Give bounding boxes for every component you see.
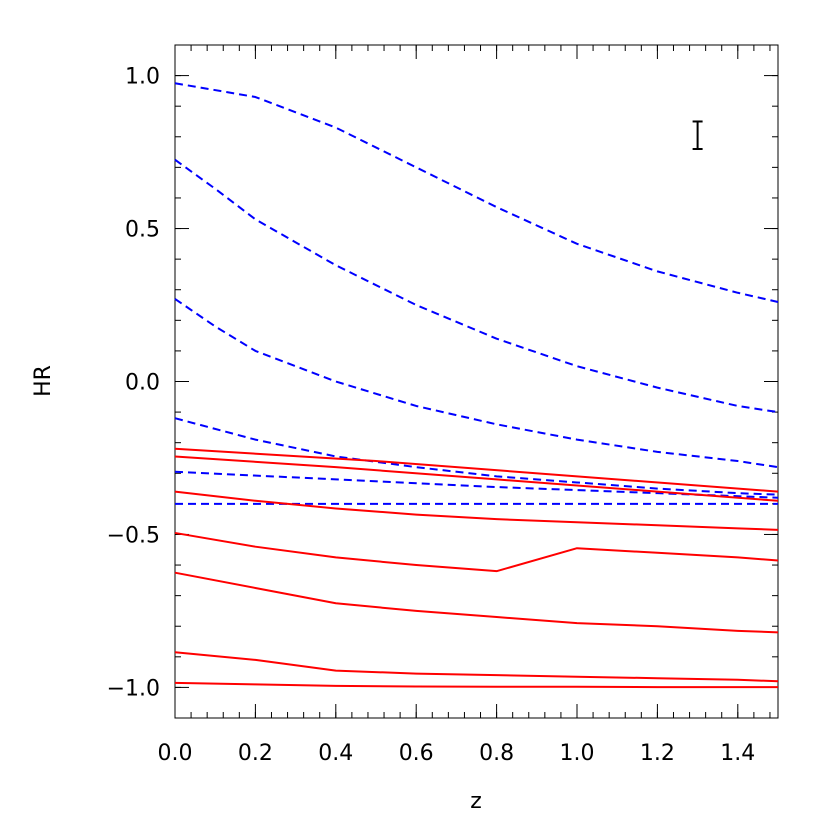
solid-series-line [174, 651, 779, 683]
y-tick-label: 0.0 [125, 371, 160, 396]
x-tick-label: 0.0 [158, 741, 193, 766]
solid-series-line [174, 571, 779, 634]
solid-series-line [174, 455, 779, 502]
x-tick-label: 1.4 [720, 741, 755, 766]
solid-series-line [174, 490, 779, 531]
series-layer [174, 82, 779, 689]
x-tick-label: 0.4 [318, 741, 353, 766]
solid-series-line [174, 531, 779, 573]
dashed-series-line [174, 417, 779, 496]
x-tick-label: 1.0 [560, 741, 595, 766]
major-ticks [174, 45, 778, 718]
minor-ticks [174, 44, 778, 719]
y-tick-labels: −1.0 −0.5 0.0 0.5 1.0 [107, 65, 160, 702]
y-axis-label: HR [31, 365, 56, 397]
solid-series-line [174, 681, 778, 689]
solid-series-line [174, 447, 779, 493]
y-tick-label: 0.5 [125, 218, 160, 243]
x-tick-label: 0.8 [479, 741, 514, 766]
error-bar [692, 120, 703, 151]
y-tick-label: 1.0 [125, 65, 160, 90]
x-tick-label: 1.2 [640, 741, 675, 766]
dashed-series-line [174, 158, 779, 414]
x-axis-label: z [470, 789, 482, 814]
x-tick-label: 0.2 [238, 741, 273, 766]
x-tick-label: 0.6 [399, 741, 434, 766]
x-tick-labels: 0.0 0.2 0.4 0.6 0.8 1.0 1.2 1.4 [158, 741, 756, 766]
y-tick-label: −1.0 [107, 676, 160, 701]
y-tick-label: −0.5 [107, 523, 160, 548]
dashed-series-line [174, 298, 779, 469]
dashed-series-line [174, 82, 779, 303]
plot-frame [174, 44, 779, 719]
